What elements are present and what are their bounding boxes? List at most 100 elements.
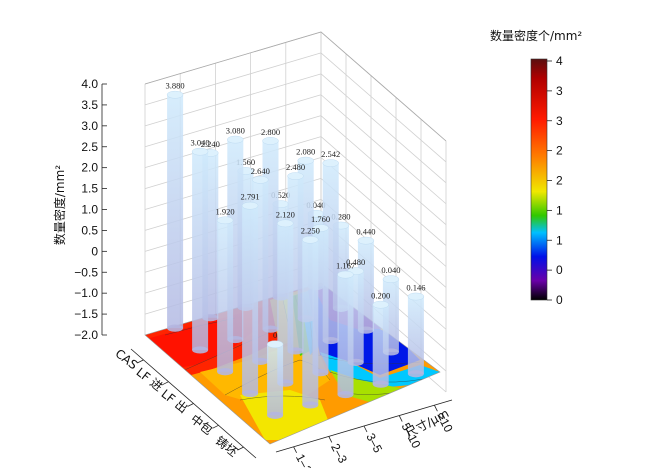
wall-gridline xyxy=(320,94,447,205)
z-axis-title: 数量密度/mm² xyxy=(52,165,67,245)
z-axis: 4.0 3.5 3.0 2.5 2.0 1.5 1.0 0.5 0 −0.5 −1.0 −1.5 −2.… xyxy=(74,77,107,342)
bar-value-label: 2.250 xyxy=(301,226,320,236)
bar-value-label: 1.167 xyxy=(336,261,355,271)
bar: 1.920 xyxy=(216,206,235,376)
bar-base xyxy=(372,380,389,388)
colorbar-title: 数量密度个/mm² xyxy=(490,28,582,43)
bar-value-label: 2.240 xyxy=(201,139,220,149)
bar-top xyxy=(227,135,244,144)
bar-value-label: 2.080 xyxy=(296,147,315,157)
z-tick-label: −0.5 xyxy=(74,265,98,279)
process-tick-label: CAS xyxy=(113,346,141,372)
bar-value-label: 0.200 xyxy=(371,291,390,301)
bar-top xyxy=(372,300,389,309)
bar-top xyxy=(287,172,304,180)
process-tick-label: LF 出 xyxy=(158,387,190,416)
bar-value-label: 1.560 xyxy=(236,157,255,167)
bar-top xyxy=(382,275,400,283)
wall-gridline xyxy=(320,115,447,225)
bar-value-label: 0.146 xyxy=(406,283,425,293)
bar: 2.791 xyxy=(241,192,260,398)
bar-top xyxy=(252,175,269,184)
colorbar-tick-label: 4 xyxy=(556,54,563,68)
process-tick-mark xyxy=(162,381,169,386)
bar-base xyxy=(407,370,424,378)
bar-body xyxy=(302,239,319,405)
bar-top xyxy=(166,90,184,99)
bar-base xyxy=(217,368,234,376)
size-tick-label: 2–3 xyxy=(328,441,350,466)
colorbar-tick-label: 3 xyxy=(556,114,563,128)
colorbar-tick-label: 1 xyxy=(556,233,563,247)
bar-top xyxy=(241,201,259,210)
wall-gridline xyxy=(320,157,447,267)
bar-top xyxy=(277,219,294,228)
bar: 0.200 xyxy=(371,291,390,388)
bar-value-label: 0.440 xyxy=(356,227,375,237)
bar-top xyxy=(322,159,339,167)
bar-top xyxy=(266,340,284,349)
bar-base xyxy=(267,411,284,419)
colorbar-tick-label: 2 xyxy=(556,174,563,188)
bar-value-label: 0.280 xyxy=(331,212,350,222)
colorbar-tick-label: 0 xyxy=(556,293,563,307)
bar: 2.250 xyxy=(301,226,320,409)
bar: 0.146 xyxy=(406,283,425,378)
process-tick-mark xyxy=(137,359,144,364)
size-tick-mark xyxy=(293,446,297,453)
bar-value-label: 2.791 xyxy=(241,192,260,202)
bar-value-label: 2.120 xyxy=(276,209,295,219)
z-tick-label: −1.0 xyxy=(74,286,98,300)
z-tick-label: 3.0 xyxy=(81,119,98,133)
bar-top xyxy=(191,147,209,156)
colorbar: 数量密度个/mm² 4 3 3 2 2 1 1 0 0 xyxy=(490,28,582,307)
wall-frame xyxy=(144,31,447,142)
process-tick-mark xyxy=(237,446,244,451)
wall-gridline xyxy=(320,136,447,246)
colorbar-gradient xyxy=(530,58,548,301)
bar-base xyxy=(302,401,319,409)
bar-top xyxy=(302,235,319,244)
bar-top xyxy=(337,270,354,279)
bar-value-label: 1.760 xyxy=(311,214,330,224)
bar-body xyxy=(407,296,424,374)
colorbar-tick-label: 3 xyxy=(556,84,563,98)
bar-value-label: 2.480 xyxy=(286,162,305,172)
bar: 1.167 xyxy=(336,261,355,399)
bar: 3.880 xyxy=(166,81,185,332)
bar-body xyxy=(372,304,389,385)
bar-value-label: 0.480 xyxy=(346,257,365,267)
z-tick-label: 0.5 xyxy=(81,223,98,237)
z-tick-label: 1.5 xyxy=(81,182,98,196)
bar-value-label: 3.880 xyxy=(166,81,185,91)
z-tick-label: 4.0 xyxy=(81,77,98,91)
size-tick-label: 1–2 xyxy=(293,452,315,468)
size-tick-mark xyxy=(398,415,403,422)
wall-gridline xyxy=(320,73,447,184)
process-tick-mark xyxy=(212,424,219,429)
bar: 3.040 xyxy=(191,138,210,354)
size-tick-label: 3–5 xyxy=(363,431,385,456)
bar-value-label: 0.040 xyxy=(381,265,400,275)
size-tick-mark xyxy=(328,436,333,443)
bar-top xyxy=(262,137,279,145)
size-tick-mark xyxy=(363,425,368,433)
wall-gridline xyxy=(320,199,447,309)
wall-gridline xyxy=(320,52,447,163)
colorbar-tick-label: 0 xyxy=(556,263,563,277)
bar-base xyxy=(192,346,209,354)
z-tick-label: 2.5 xyxy=(81,140,98,154)
z-tick-label: 0 xyxy=(91,244,98,258)
bar-value-label: 1.920 xyxy=(216,206,235,216)
bar-value-label: 0 xyxy=(273,330,277,340)
process-tick-label: 中包 xyxy=(188,411,216,438)
bar-value-label: 0.520 xyxy=(271,190,290,200)
bar: 0 xyxy=(266,330,284,419)
wall-gridline xyxy=(320,178,447,288)
bar-body xyxy=(217,220,234,372)
colorbar-tick-label: 1 xyxy=(556,203,563,217)
z-tick-label: 1.0 xyxy=(81,203,98,217)
bar-value-label: 3.040 xyxy=(191,138,210,148)
